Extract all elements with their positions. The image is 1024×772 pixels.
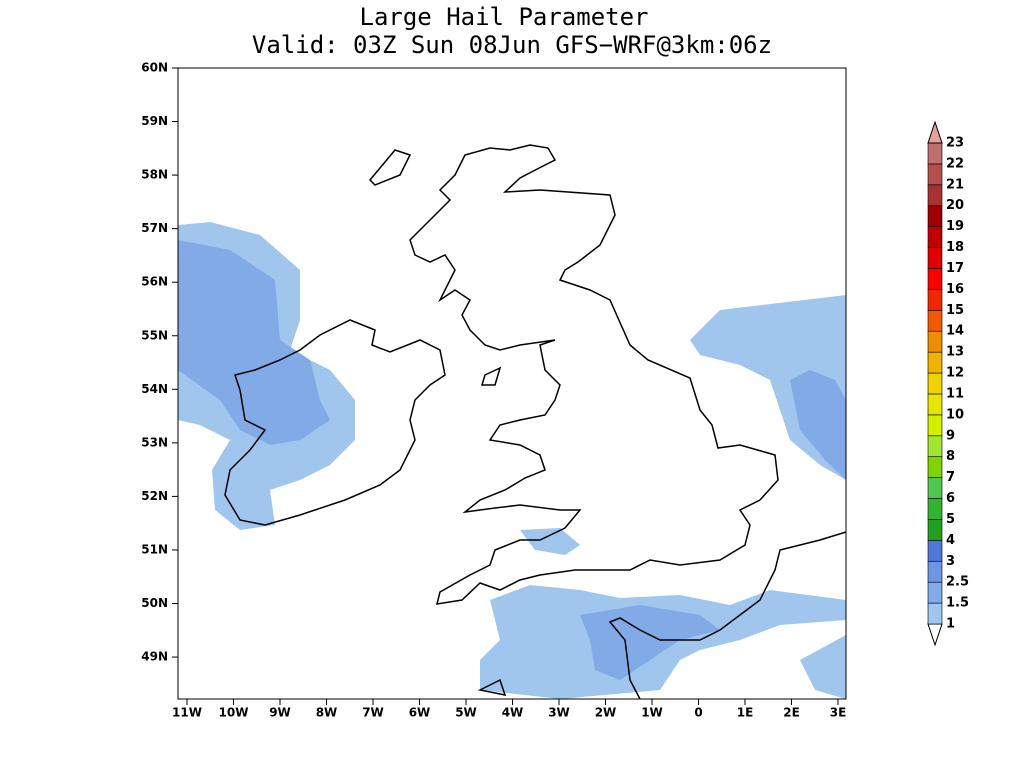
hail-area	[178, 240, 330, 445]
colorbar-box	[927, 226, 943, 248]
lon-tick-label: 2E	[783, 706, 800, 720]
colorbar-label: 1	[946, 617, 955, 632]
colorbar-label: 23	[946, 136, 964, 151]
colorbar-box	[927, 581, 943, 604]
colorbar-box	[927, 205, 943, 227]
colorbar-label: 13	[946, 345, 964, 360]
colorbar-label: 1.5	[946, 596, 969, 611]
colorbar-label: 15	[946, 303, 964, 318]
lat-tick-label: 59N	[141, 114, 168, 128]
lat-tick-label: 54N	[141, 382, 168, 396]
lon-tick-label: 8W	[316, 706, 338, 720]
colorbar-label: 4	[946, 533, 955, 548]
colorbar-box	[927, 435, 943, 457]
colorbar-label: 17	[946, 261, 964, 276]
colorbar-label: 22	[946, 156, 964, 171]
colorbar-label: 7	[946, 470, 955, 485]
colorbar-box	[927, 456, 943, 478]
hail-area	[790, 370, 846, 480]
title: Large Hail Parameter	[360, 3, 649, 31]
lon-tick-label: 6W	[409, 706, 431, 720]
lon-tick-label: 1E	[737, 706, 754, 720]
coastline	[409, 144, 779, 605]
hail-area	[520, 528, 580, 555]
colorbar-box	[927, 393, 943, 416]
colorbar-box	[927, 414, 943, 437]
lon-tick-label: 3W	[548, 706, 570, 720]
colorbar-box	[927, 142, 943, 165]
colorbar-triangle	[927, 120, 943, 144]
colorbar-box	[927, 330, 943, 353]
colorbar-triangle	[927, 623, 943, 647]
colorbar-label: 3	[946, 554, 955, 569]
lon-tick-label: 3E	[830, 706, 847, 720]
colorbar-box	[927, 163, 943, 186]
lat-tick-label: 49N	[141, 650, 168, 664]
colorbar-label: 6	[946, 491, 955, 506]
colorbar-box	[927, 247, 943, 269]
colorbar-label: 16	[946, 282, 964, 297]
colorbar-label: 2.5	[946, 575, 969, 590]
lon-tick-label: 2W	[595, 706, 617, 720]
colorbar-label: 20	[946, 198, 964, 213]
colorbar-label: 10	[946, 407, 964, 422]
lat-tick-label: 52N	[141, 489, 168, 503]
lat-tick-label: 51N	[141, 542, 168, 556]
lon-tick-label: 1W	[641, 706, 663, 720]
colorbar-box	[927, 184, 943, 207]
coastline	[608, 531, 847, 700]
colorbar-label: 12	[946, 366, 964, 381]
colorbar-label: 18	[946, 240, 964, 255]
lat-tick-label: 55N	[141, 328, 168, 342]
lon-tick-label: 10W	[219, 706, 249, 720]
lon-tick-label: 0	[694, 706, 702, 720]
colorbar-box	[927, 477, 943, 499]
colorbar-box	[927, 351, 943, 374]
lon-tick-label: 4W	[502, 706, 524, 720]
colorbar-box	[927, 519, 943, 541]
lon-tick-label: 5W	[455, 706, 477, 720]
colorbar-box	[927, 310, 943, 332]
lat-tick-label: 53N	[141, 435, 168, 449]
colorbar-box	[927, 372, 943, 395]
colorbar-label: 14	[946, 324, 964, 339]
lon-tick-label: 7W	[362, 706, 384, 720]
coastline	[368, 149, 507, 696]
colorbar-label: 5	[946, 512, 955, 527]
map-area	[178, 144, 847, 700]
colorbar-box	[927, 560, 943, 583]
colorbar-label: 21	[946, 177, 964, 192]
hail-area	[800, 635, 846, 699]
lat-tick-label: 58N	[141, 168, 168, 182]
colorbar-label: 19	[946, 219, 964, 234]
lat-tick-label: 56N	[141, 275, 168, 289]
colorbar-box	[927, 289, 943, 311]
colorbar-label: 11	[946, 386, 964, 401]
lon-tick-label: 9W	[269, 706, 291, 720]
hail-area	[580, 605, 720, 680]
colorbar-box	[927, 602, 943, 625]
lat-tick-label: 60N	[141, 61, 168, 75]
colorbar-box	[927, 268, 943, 290]
lon-tick-label: 11W	[172, 706, 202, 720]
lat-tick-label: 50N	[141, 596, 168, 610]
colorbar-box	[927, 540, 943, 562]
subtitle: Valid: 03Z Sun 08Jun GFS−WRF@3km:06z	[252, 31, 772, 59]
colorbar-label: 9	[946, 428, 955, 443]
lat-tick-label: 57N	[141, 221, 168, 235]
colorbar-label: 8	[946, 449, 955, 464]
colorbar-box	[927, 498, 943, 520]
coastline	[224, 319, 446, 526]
